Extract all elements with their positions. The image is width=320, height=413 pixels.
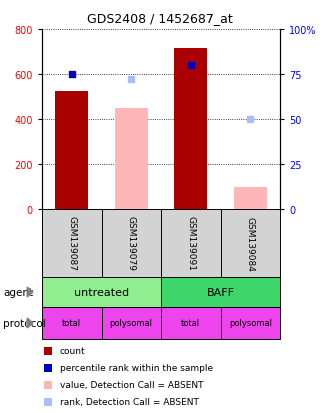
Bar	[161, 307, 220, 339]
Text: percentile rank within the sample: percentile rank within the sample	[60, 363, 213, 373]
Bar	[161, 277, 280, 307]
Text: count: count	[60, 347, 86, 356]
Bar	[101, 209, 161, 277]
Text: GDS2408 / 1452687_at: GDS2408 / 1452687_at	[87, 12, 233, 25]
Text: GSM139087: GSM139087	[67, 216, 76, 271]
Bar	[55, 92, 88, 209]
Bar	[220, 307, 280, 339]
Bar	[101, 307, 161, 339]
Polygon shape	[27, 287, 33, 297]
Bar	[44, 398, 52, 406]
Text: agent: agent	[3, 287, 33, 297]
Bar	[174, 49, 207, 209]
Bar	[115, 109, 148, 209]
Text: polysomal: polysomal	[110, 319, 153, 328]
Text: GSM139084: GSM139084	[246, 216, 255, 271]
Bar	[220, 209, 280, 277]
Text: total: total	[181, 319, 200, 328]
Bar	[44, 347, 52, 355]
Bar	[234, 187, 267, 209]
Text: rank, Detection Call = ABSENT: rank, Detection Call = ABSENT	[60, 398, 199, 406]
Text: protocol: protocol	[3, 318, 46, 328]
Text: total: total	[62, 319, 81, 328]
Bar	[42, 277, 161, 307]
Text: value, Detection Call = ABSENT: value, Detection Call = ABSENT	[60, 380, 204, 389]
Bar	[42, 209, 101, 277]
Text: untreated: untreated	[74, 287, 129, 297]
Text: GSM139091: GSM139091	[186, 216, 195, 271]
Bar	[42, 307, 101, 339]
Polygon shape	[27, 318, 33, 328]
Bar	[44, 364, 52, 372]
Text: GSM139079: GSM139079	[127, 216, 136, 271]
Bar	[161, 209, 220, 277]
Bar	[44, 381, 52, 389]
Text: polysomal: polysomal	[229, 319, 272, 328]
Text: BAFF: BAFF	[206, 287, 235, 297]
